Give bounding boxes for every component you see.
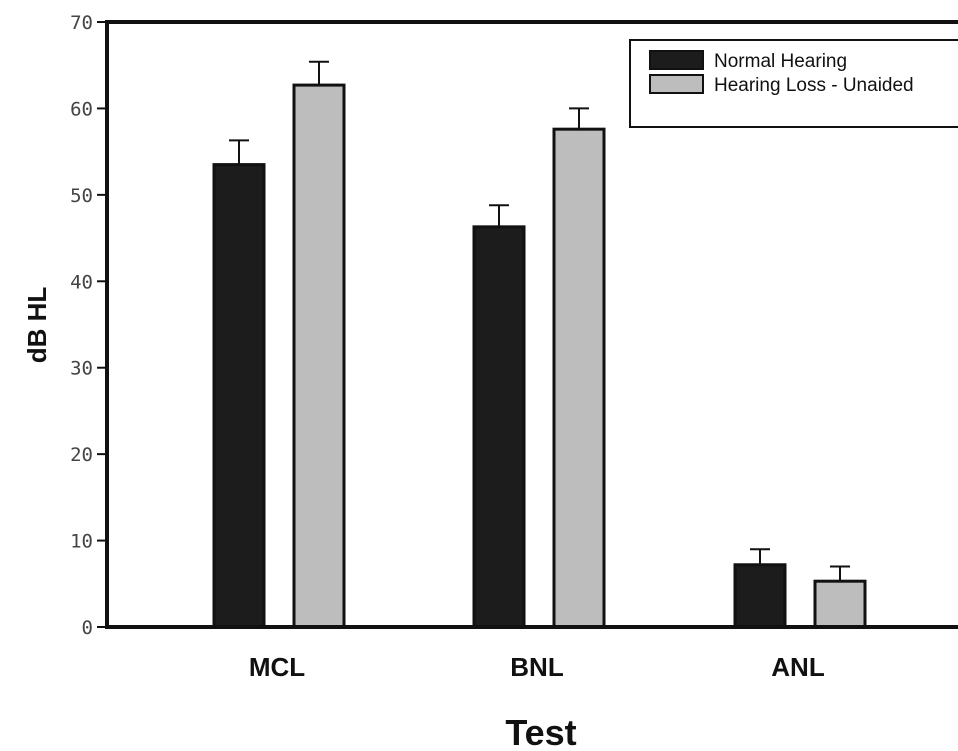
y-tick-label: 30 bbox=[70, 358, 93, 380]
y-tick-label: 50 bbox=[70, 185, 93, 207]
x-axis-title: Test bbox=[505, 712, 576, 751]
y-tick-label: 70 bbox=[70, 12, 93, 34]
legend-swatch bbox=[649, 50, 704, 70]
y-tick-label: 0 bbox=[82, 617, 93, 639]
y-axis-title: dB HL bbox=[22, 287, 52, 364]
y-tick-label: 10 bbox=[70, 531, 93, 553]
error-bars-group bbox=[229, 60, 850, 582]
bar-anl-series-1 bbox=[733, 563, 787, 629]
bar-bnl-series-1 bbox=[472, 225, 526, 629]
bar-mcl-series-2 bbox=[292, 83, 346, 629]
x-category-label: BNL bbox=[510, 652, 564, 682]
y-tick-label: 20 bbox=[70, 444, 93, 466]
bars-group bbox=[212, 83, 867, 629]
bar-bnl-series-2 bbox=[552, 127, 606, 629]
legend-label: Normal Hearing bbox=[714, 51, 847, 72]
y-tick-label: 60 bbox=[70, 98, 93, 120]
y-axis-ticks: 0 10 20 30 40 50 60 70 bbox=[70, 12, 107, 639]
legend: Normal Hearing Hearing Loss - Unaided bbox=[629, 39, 958, 128]
legend-swatch bbox=[649, 74, 704, 94]
bar-mcl-series-1 bbox=[212, 163, 266, 629]
x-category-label: ANL bbox=[771, 652, 825, 682]
x-axis-category-labels: MCL BNL ANL bbox=[249, 652, 825, 682]
bar-anl-series-2 bbox=[813, 579, 867, 629]
legend-label: Hearing Loss - Unaided bbox=[714, 75, 914, 96]
y-tick-label: 40 bbox=[70, 271, 93, 293]
x-category-label: MCL bbox=[249, 652, 305, 682]
